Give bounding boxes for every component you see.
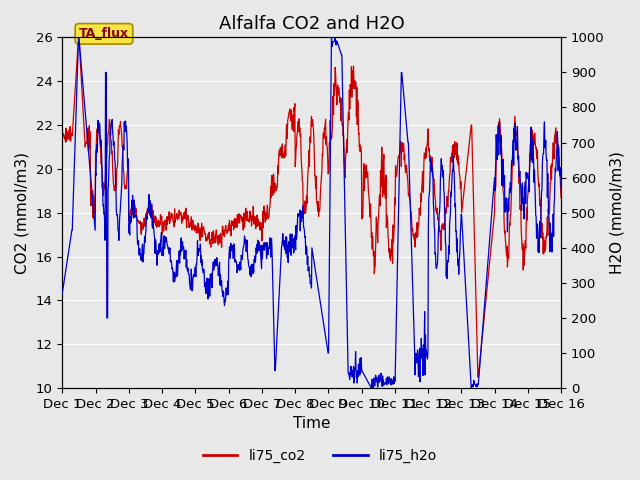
Text: TA_flux: TA_flux (79, 27, 129, 40)
X-axis label: Time: Time (293, 417, 330, 432)
Legend: li75_co2, li75_h2o: li75_co2, li75_h2o (197, 443, 443, 468)
Title: Alfalfa CO2 and H2O: Alfalfa CO2 and H2O (219, 15, 404, 33)
Y-axis label: CO2 (mmol/m3): CO2 (mmol/m3) (15, 152, 30, 274)
Y-axis label: H2O (mmol/m3): H2O (mmol/m3) (610, 151, 625, 274)
